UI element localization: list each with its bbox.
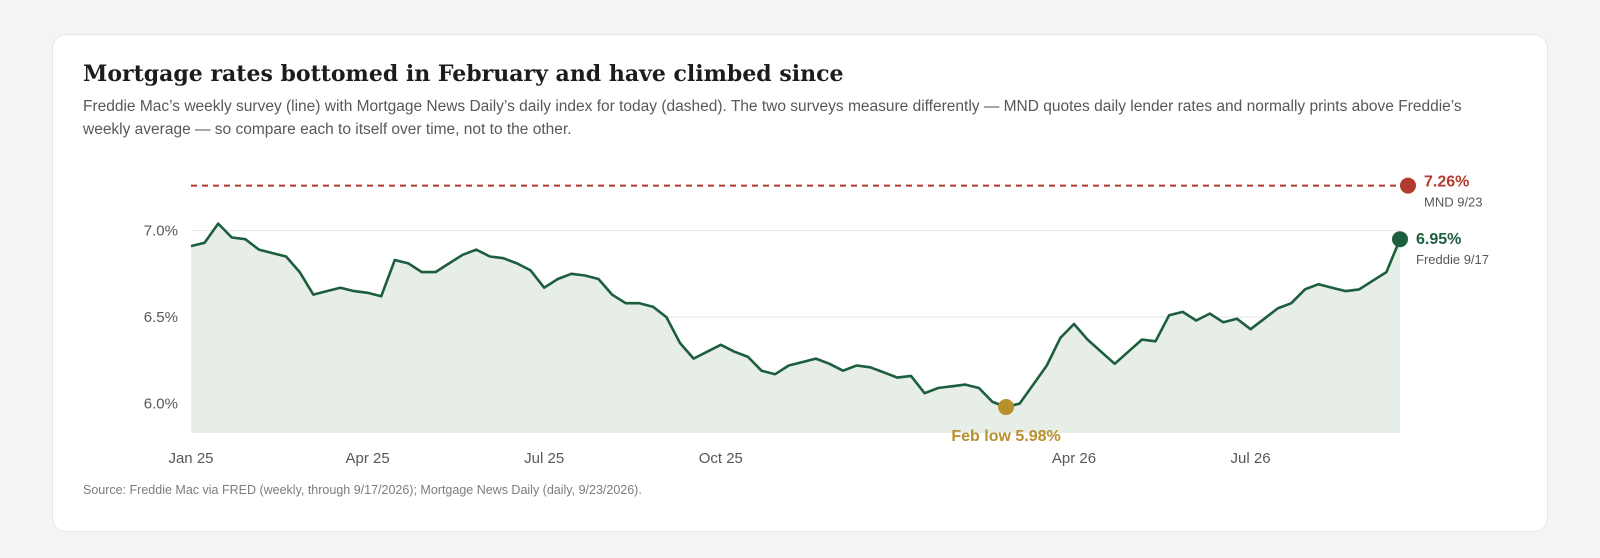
chart-subtitle: Freddie Mac’s weekly survey (line) with …: [83, 98, 1462, 138]
mnd-date-label: MND 9/23: [1424, 195, 1483, 210]
mnd-value-label: 7.26%: [1424, 174, 1469, 191]
chart-title: Mortgage rates bottomed in February and …: [83, 61, 844, 87]
x-tick-label: Apr 26: [1052, 450, 1096, 467]
y-tick-label: 6.0%: [144, 396, 178, 413]
feb-low-label: Feb low 5.98%: [951, 428, 1060, 445]
x-tick-label: Jan 25: [168, 450, 213, 467]
freddie-date-label: Freddie 9/17: [1416, 252, 1489, 267]
x-tick-label: Jul 26: [1231, 450, 1271, 467]
freddie-value-label: 6.95%: [1416, 231, 1461, 248]
x-tick-label: Oct 25: [699, 450, 743, 467]
x-tick-label: Jul 25: [524, 450, 564, 467]
y-axis-ticks: 6.0% 6.5% 7.0%: [144, 223, 178, 413]
feb-low-marker: [998, 399, 1015, 416]
y-tick-label: 7.0%: [144, 223, 178, 240]
x-axis-ticks: Jan 25 Apr 25 Jul 25 Oct 25 Apr 26 Jul 26: [168, 450, 1270, 467]
mnd-end-marker: [1400, 177, 1416, 194]
y-tick-label: 6.5%: [144, 309, 178, 326]
x-tick-label: Apr 25: [345, 450, 389, 467]
freddie-line: [190, 222, 1402, 409]
freddie-end-marker: [1392, 231, 1408, 248]
freddie-area-fill: [191, 223, 1400, 433]
source-note: Source: Freddie Mac via FRED (weekly, th…: [83, 483, 642, 497]
